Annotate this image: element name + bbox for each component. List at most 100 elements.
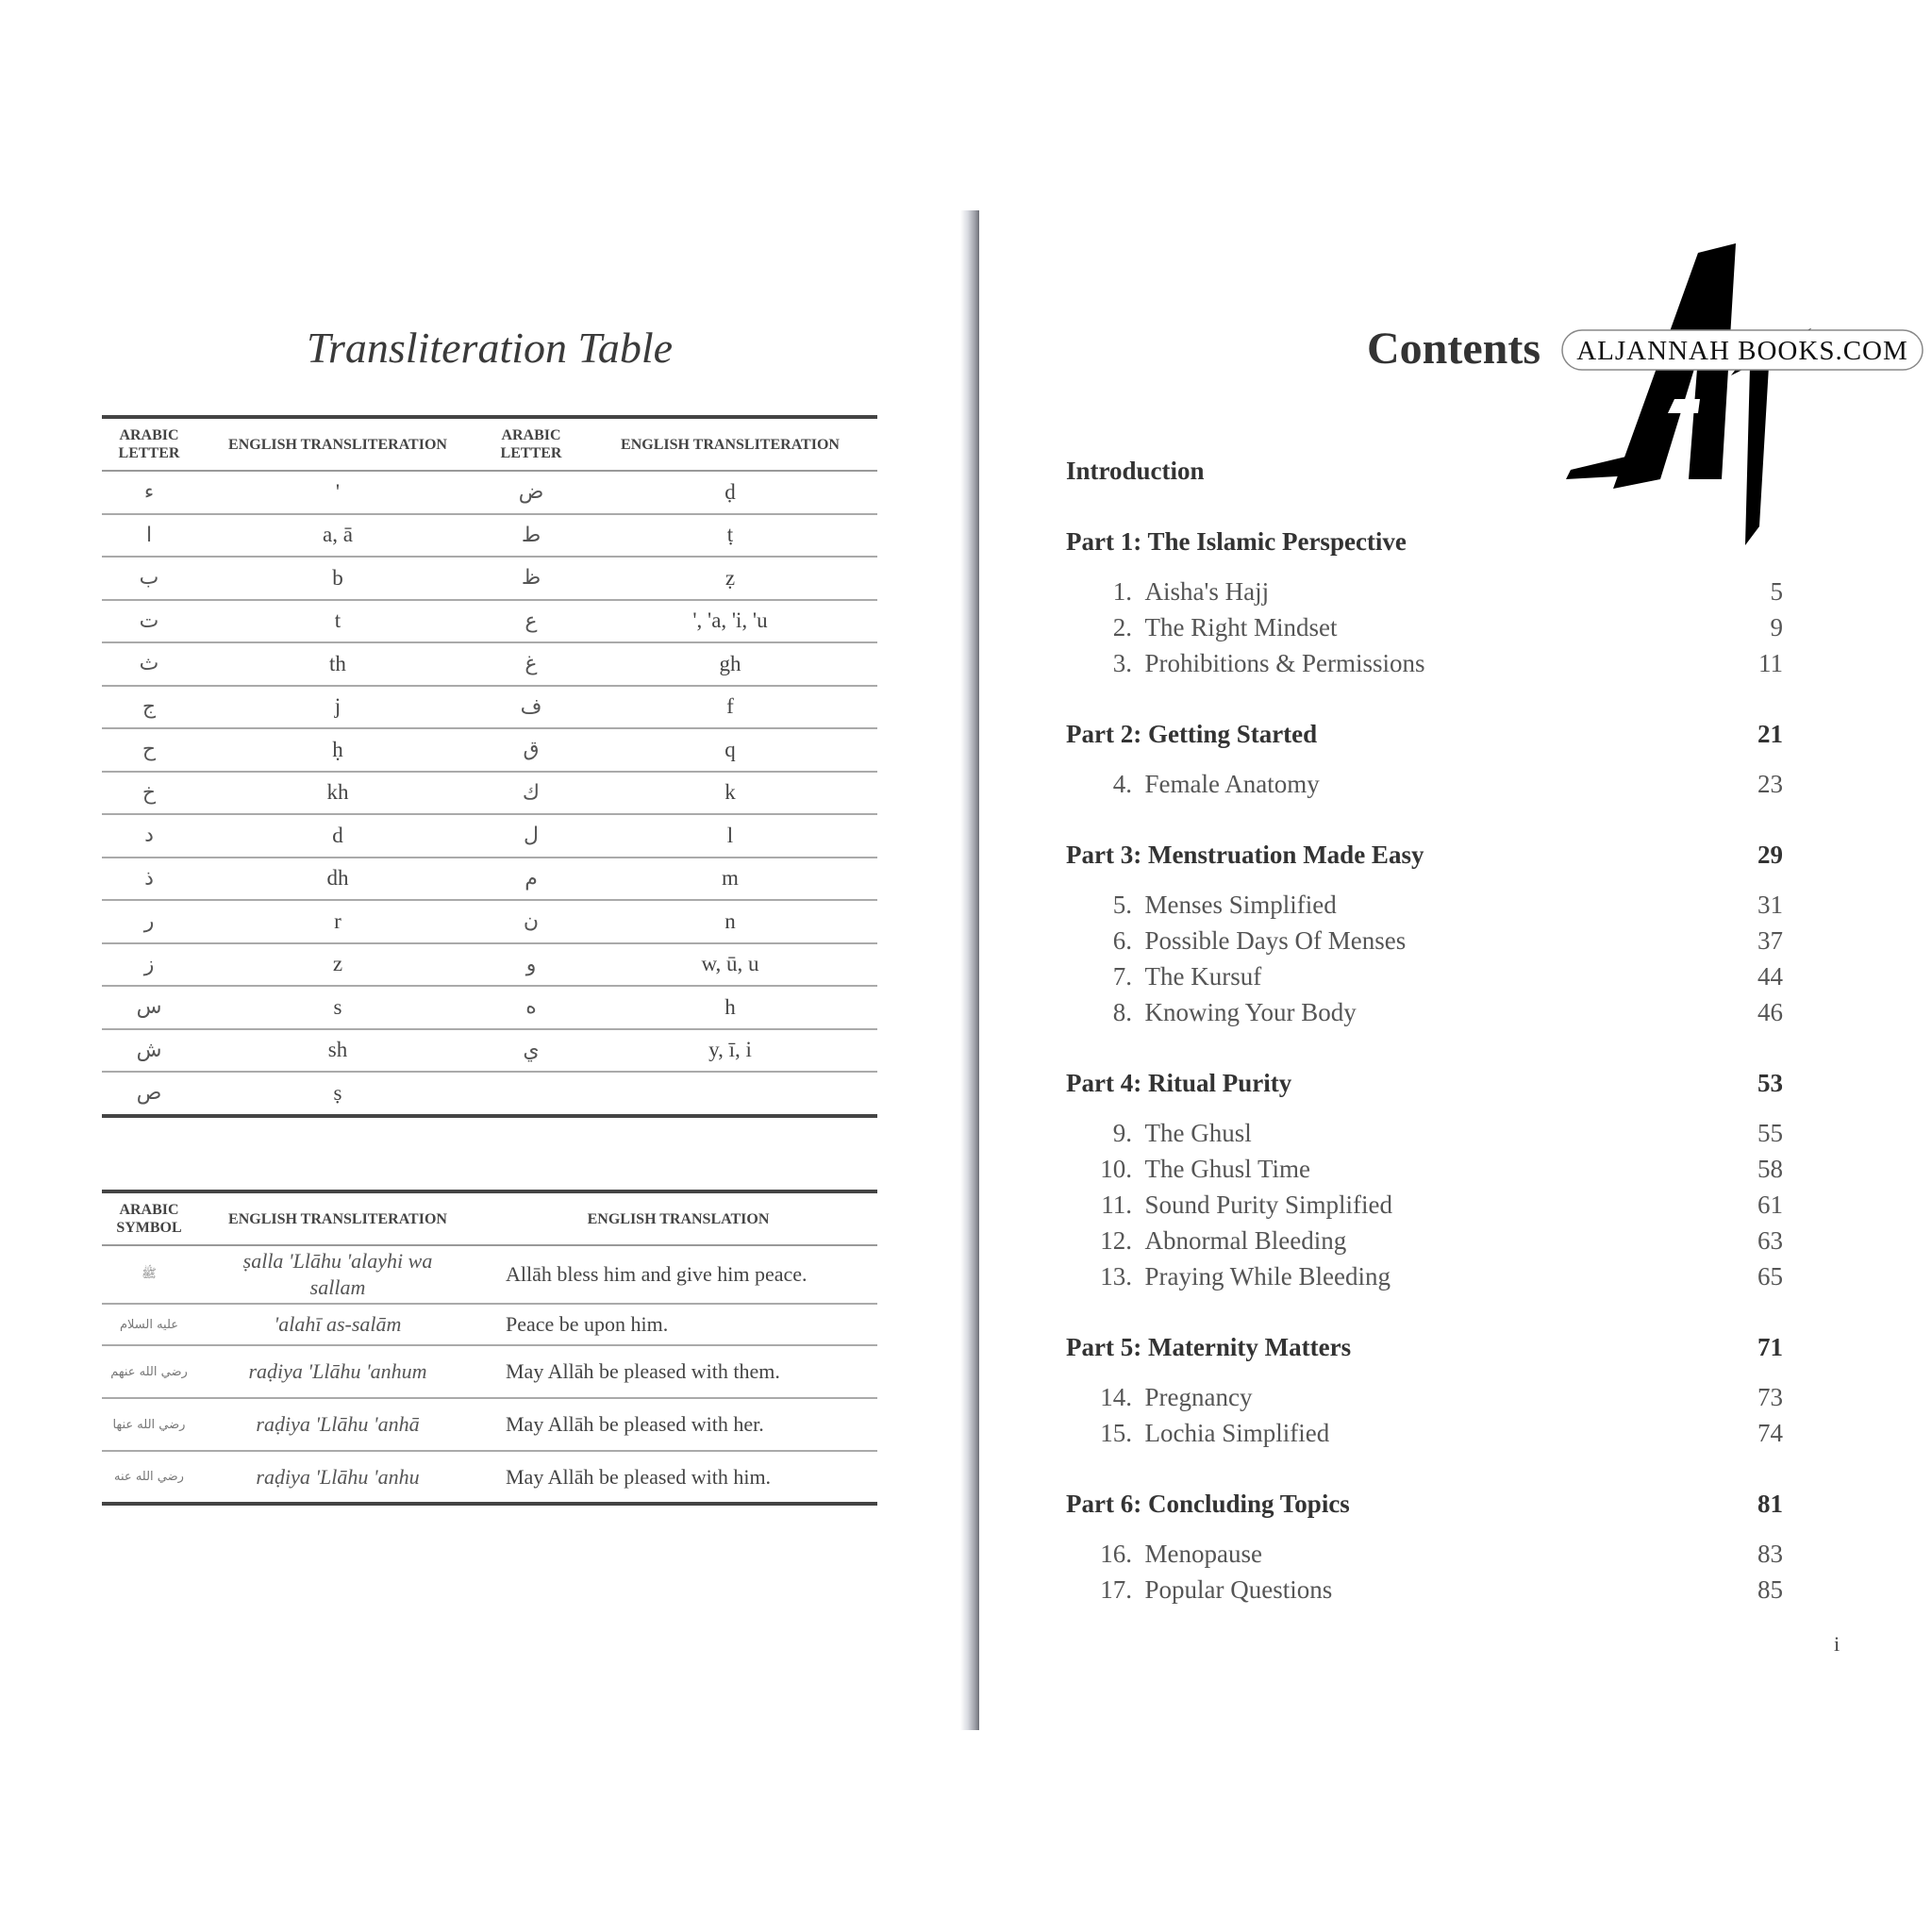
entry-title: Lochia Simplified	[1144, 1419, 1330, 1447]
arabic-letter-cell: ن	[479, 900, 583, 944]
toc-part-entry[interactable]: Part 2: Getting Started 21	[1066, 716, 1783, 752]
transliteration-cell: k	[583, 771, 877, 815]
transliteration-cell: ḍ	[583, 471, 877, 515]
arabic-letter-cell: ه	[479, 986, 583, 1030]
transliteration-cell: ṣalla 'Llāhu 'alayhi wa sallam	[196, 1245, 479, 1305]
arabic-letter-cell: د	[102, 814, 196, 858]
arabic-letter-cell: ظ	[479, 557, 583, 601]
table-row: رضي الله عنه raḍiya 'Llāhu 'anhu May Allāh…	[102, 1451, 877, 1504]
entry-title: Sound Purity Simplified	[1144, 1191, 1393, 1219]
table-of-contents: Introduction Part 1: The Islamic Perspect…	[1066, 453, 1783, 1607]
toc-chapter-entry[interactable]: 5. Menses Simplified 31	[1066, 887, 1783, 923]
transliteration-cell: th	[196, 642, 479, 687]
toc-chapter-entry[interactable]: 10. The Ghusl Time 58	[1066, 1151, 1783, 1187]
toc-chapter-entry[interactable]: 8. Knowing Your Body 46	[1066, 994, 1783, 1030]
toc-chapter-entry[interactable]: 9. The Ghusl 55	[1066, 1115, 1783, 1151]
chapter-number: 13.	[1100, 1262, 1132, 1291]
toc-chapter-entry[interactable]: 1. Aisha's Hajj 5	[1066, 574, 1783, 609]
transliteration-cell: 'alahī as-salām	[196, 1304, 479, 1346]
chapter-number: 5.	[1112, 891, 1132, 919]
entry-title: Part 1: The Islamic Perspective	[1066, 527, 1407, 556]
arabic-letter-cell: ص	[136, 1081, 162, 1106]
arabic-letter-cell: و	[479, 942, 583, 987]
arabic-symbol-cell: عليه السلام	[102, 1304, 196, 1346]
arabic-symbol-cell: رضي الله عنها	[102, 1398, 196, 1452]
toc-chapter-entry[interactable]: 16. Menopause 83	[1066, 1536, 1783, 1572]
chapter-number: 14.	[1100, 1383, 1132, 1411]
toc-chapter-entry[interactable]: 13. Praying While Bleeding 65	[1066, 1258, 1783, 1294]
toc-part-entry[interactable]: Introduction	[1066, 453, 1783, 489]
arabic-letter-cell: م	[479, 857, 583, 901]
toc-chapter-entry[interactable]: 2. The Right Mindset 9	[1066, 609, 1783, 645]
transliteration-cell: ẓ	[583, 557, 877, 601]
toc-part-entry[interactable]: Part 6: Concluding Topics 81	[1066, 1486, 1783, 1522]
toc-chapter-entry[interactable]: 12. Abnormal Bleeding 63	[1066, 1223, 1783, 1258]
transliteration-cell: b	[196, 557, 479, 601]
arabic-letter-cell: ي	[479, 1028, 583, 1073]
arabic-letter-cell: ز	[102, 942, 196, 987]
toc-part-entry[interactable]: Part 5: Maternity Matters 71	[1066, 1329, 1783, 1365]
column-header: ENGLISH TRANSLITERATION	[583, 417, 877, 472]
transliteration-cell: n	[583, 900, 877, 944]
chapter-number: 8.	[1112, 998, 1132, 1026]
entry-title: Knowing Your Body	[1144, 998, 1357, 1026]
toc-chapter-entry[interactable]: 15. Lochia Simplified 74	[1066, 1415, 1783, 1451]
toc-chapter-entry[interactable]: 14. Pregnancy 73	[1066, 1379, 1783, 1415]
entry-page-number: 58	[1757, 1155, 1783, 1183]
transliteration-cell: f	[583, 685, 877, 729]
table-row: ت t ع ', 'a, 'i, 'u	[102, 599, 877, 643]
toc-chapter-entry[interactable]: 7. The Kursuf 44	[1066, 958, 1783, 994]
table-row: ز z و w, ū, u	[102, 942, 877, 987]
entry-title: Pregnancy	[1144, 1383, 1253, 1411]
arabic-letter-cell: ح	[102, 728, 196, 773]
chapter-number: 16.	[1100, 1540, 1132, 1568]
transliteration-table-title: Transliteration Table	[306, 324, 674, 372]
toc-part-entry[interactable]: Part 1: The Islamic Perspective	[1066, 524, 1783, 559]
arabic-letter-cell: ك	[479, 771, 583, 815]
transliteration-cell	[583, 1072, 877, 1116]
column-header: ENGLISH TRANSLITERATION	[196, 417, 479, 472]
toc-chapter-entry[interactable]: 17. Popular Questions 85	[1066, 1572, 1783, 1607]
entry-title: Popular Questions	[1144, 1575, 1333, 1604]
entry-page-number: 23	[1757, 770, 1783, 798]
entry-title: Praying While Bleeding	[1144, 1262, 1391, 1291]
arabic-letter-cell: ض	[479, 471, 583, 515]
toc-chapter-entry[interactable]: 3. Prohibitions & Permissions 11	[1066, 645, 1783, 681]
transliteration-cell: ṣ	[333, 1080, 342, 1105]
entry-title: Part 5: Maternity Matters	[1066, 1333, 1352, 1361]
column-header: ENGLISH TRANSLITERATION	[196, 1191, 479, 1246]
letters-table-header: ARABIC LETTER ENGLISH TRANSLITERATION ARAB…	[102, 417, 877, 472]
table-row: ش sh ي y, ī, i	[102, 1028, 877, 1073]
arabic-letter-cell	[479, 1072, 583, 1116]
transliteration-cell: t	[196, 599, 479, 643]
column-header: ARABIC LETTER	[479, 417, 583, 472]
arabic-letter-cell: ء	[102, 471, 196, 515]
toc-part-entry[interactable]: Part 4: Ritual Purity 53	[1066, 1065, 1783, 1101]
entry-page-number: 65	[1757, 1262, 1783, 1291]
transliteration-cell: raḍiya 'Llāhu 'anhum	[196, 1345, 479, 1399]
transliteration-cell: raḍiya 'Llāhu 'anhu	[256, 1464, 420, 1489]
entry-page-number: 85	[1757, 1575, 1783, 1604]
translation-cell: May Allāh be pleased with him.	[506, 1464, 772, 1489]
entry-title: The Kursuf	[1144, 962, 1262, 991]
entry-page-number: 5	[1770, 577, 1784, 606]
table-row: خ kh ك k	[102, 771, 877, 815]
transliteration-cell: gh	[583, 642, 877, 687]
book-spine-shadow	[960, 210, 979, 1730]
toc-chapter-entry[interactable]: 4. Female Anatomy 23	[1066, 766, 1783, 802]
entry-title: Part 3: Menstruation Made Easy	[1066, 841, 1424, 869]
entry-title: Menses Simplified	[1144, 891, 1337, 919]
toc-part-entry[interactable]: Part 3: Menstruation Made Easy 29	[1066, 837, 1783, 873]
arabic-letter-cell: ت	[102, 599, 196, 643]
entry-page-number: 37	[1757, 926, 1783, 955]
arabic-symbol-cell: رضي الله عنهم	[102, 1345, 196, 1399]
transliteration-cell: w, ū, u	[583, 942, 877, 987]
entry-page-number: 83	[1757, 1540, 1783, 1568]
toc-chapter-entry[interactable]: 11. Sound Purity Simplified 61	[1066, 1187, 1783, 1223]
toc-chapter-entry[interactable]: 6. Possible Days Of Menses 37	[1066, 923, 1783, 958]
